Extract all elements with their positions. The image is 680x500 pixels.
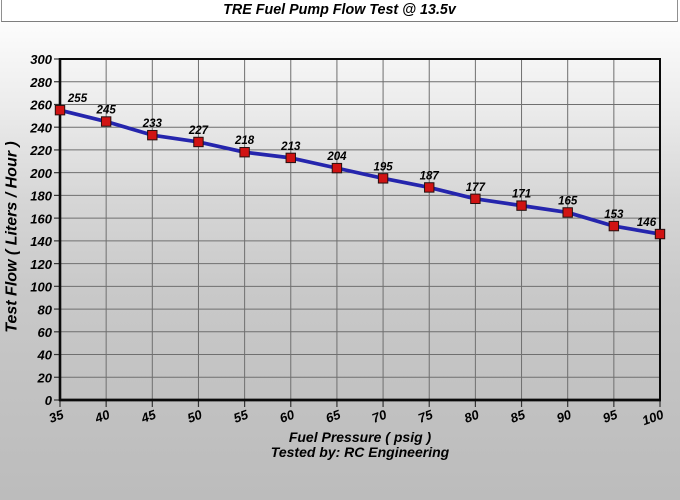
svg-text:0: 0 — [45, 393, 53, 408]
svg-text:204: 204 — [326, 151, 347, 163]
svg-text:80: 80 — [462, 406, 481, 425]
svg-text:171: 171 — [512, 189, 531, 201]
svg-text:146: 146 — [637, 217, 657, 229]
svg-text:165: 165 — [558, 195, 578, 207]
svg-text:195: 195 — [373, 161, 393, 173]
svg-text:100: 100 — [30, 280, 52, 295]
svg-text:177: 177 — [466, 182, 486, 194]
svg-text:70: 70 — [370, 406, 389, 425]
svg-text:220: 220 — [29, 143, 52, 158]
svg-text:50: 50 — [185, 406, 204, 425]
svg-text:245: 245 — [96, 105, 117, 117]
svg-text:240: 240 — [29, 120, 52, 135]
svg-text:153: 153 — [604, 209, 624, 221]
svg-text:85: 85 — [508, 406, 527, 425]
svg-text:Tested by: RC Engineering: Tested by: RC Engineering — [271, 444, 450, 460]
svg-text:60: 60 — [278, 406, 297, 425]
svg-text:218: 218 — [234, 135, 255, 147]
svg-text:300: 300 — [30, 52, 52, 67]
svg-text:60: 60 — [38, 325, 53, 340]
svg-text:227: 227 — [188, 125, 209, 137]
svg-text:45: 45 — [138, 406, 158, 426]
svg-text:260: 260 — [29, 98, 52, 113]
svg-text:100: 100 — [640, 406, 666, 428]
svg-text:Fuel Pressure ( psig ): Fuel Pressure ( psig ) — [289, 429, 432, 445]
svg-text:Test Flow ( Liters / Hour ): Test Flow ( Liters / Hour ) — [3, 141, 20, 332]
svg-text:40: 40 — [92, 406, 112, 426]
svg-text:187: 187 — [420, 170, 440, 182]
svg-text:200: 200 — [29, 166, 52, 181]
svg-text:160: 160 — [30, 211, 52, 226]
svg-text:280: 280 — [29, 75, 52, 90]
svg-text:233: 233 — [142, 118, 163, 130]
svg-text:65: 65 — [324, 406, 343, 425]
svg-text:90: 90 — [554, 406, 573, 425]
svg-text:40: 40 — [37, 348, 53, 363]
svg-text:80: 80 — [38, 302, 53, 317]
svg-text:213: 213 — [280, 141, 301, 153]
svg-text:75: 75 — [416, 406, 435, 425]
svg-text:140: 140 — [30, 234, 52, 249]
svg-text:95: 95 — [601, 406, 620, 425]
svg-text:55: 55 — [231, 406, 250, 425]
svg-text:180: 180 — [30, 189, 52, 204]
svg-text:35: 35 — [47, 406, 66, 425]
svg-text:255: 255 — [67, 93, 88, 105]
svg-text:20: 20 — [37, 370, 53, 385]
svg-text:120: 120 — [30, 257, 52, 272]
